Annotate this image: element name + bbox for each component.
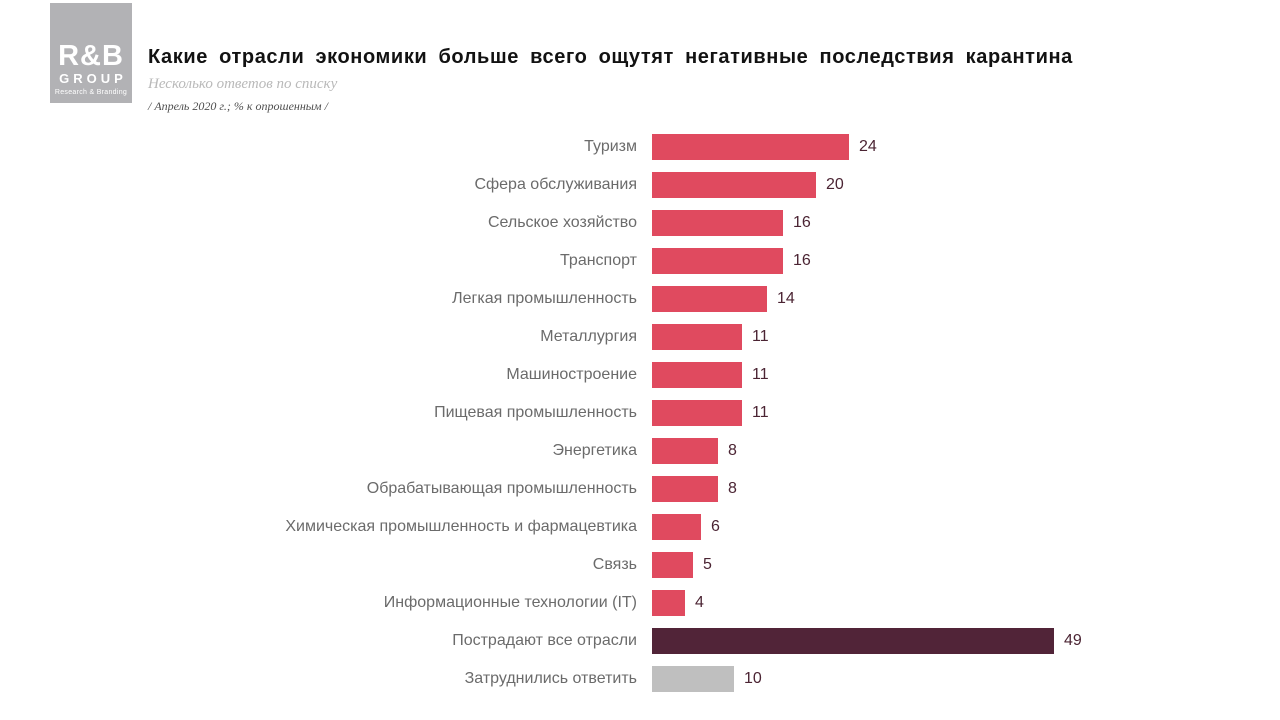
chart-row: Химическая промышленность и фармацевтика… <box>0 508 1280 546</box>
chart-title: Какие отрасли экономики больше всего ощу… <box>148 46 1073 68</box>
bar <box>652 134 849 160</box>
category-label: Туризм <box>584 138 637 155</box>
chart-note: / Апрель 2020 г.; % к опрошенным / <box>148 99 328 113</box>
category-label: Обрабатывающая промышленность <box>366 480 637 497</box>
chart-row: Информационные технологии (IT) 4 <box>0 584 1280 622</box>
bar <box>652 552 693 578</box>
value-label: 11 <box>752 328 769 345</box>
bar <box>652 514 701 540</box>
bar <box>652 324 742 350</box>
chart-row: Связь 5 <box>0 546 1280 584</box>
value-label: 11 <box>752 404 769 421</box>
chart-row: Обрабатывающая промышленность 8 <box>0 470 1280 508</box>
value-label: 5 <box>703 556 712 573</box>
value-label: 14 <box>777 290 795 307</box>
value-label: 4 <box>695 594 704 611</box>
value-label: 8 <box>728 480 737 497</box>
category-label: Легкая промышленность <box>452 290 637 307</box>
value-label: 49 <box>1064 632 1082 649</box>
chart-row: Пищевая промышленность 11 <box>0 394 1280 432</box>
bar <box>652 628 1054 654</box>
value-label: 10 <box>744 670 762 687</box>
bar <box>652 362 742 388</box>
value-label: 20 <box>826 176 844 193</box>
value-label: 11 <box>752 366 769 383</box>
category-label: Химическая промышленность и фармацевтика <box>285 518 637 535</box>
value-label: 8 <box>728 442 737 459</box>
bar <box>652 172 816 198</box>
chart-row: Легкая промышленность 14 <box>0 280 1280 318</box>
bar <box>652 400 742 426</box>
category-label: Сельское хозяйство <box>487 214 637 231</box>
bar <box>652 210 783 236</box>
bar <box>652 286 767 312</box>
chart-row: Сфера обслуживания 20 <box>0 166 1280 204</box>
chart-row: Энергетика 8 <box>0 432 1280 470</box>
category-label: Информационные технологии (IT) <box>383 594 637 611</box>
bar <box>652 438 718 464</box>
logo-name: R&B <box>58 40 124 73</box>
chart-row: Машиностроение 11 <box>0 356 1280 394</box>
bar <box>652 248 783 274</box>
logo-group-label: GROUP <box>59 71 127 86</box>
logo-tagline: Research & Branding <box>54 89 128 96</box>
chart-row: Туризм 24 <box>0 128 1280 166</box>
category-label: Металлургия <box>540 328 637 345</box>
category-label: Энергетика <box>552 442 638 459</box>
value-label: 6 <box>711 518 720 535</box>
rb-group-logo: R&B GROUP Research & Branding <box>50 3 132 103</box>
value-label: 16 <box>793 252 811 269</box>
chart-rows: Туризм 24 Сфера обслуживания 20 Сельское хоз… <box>0 128 1280 698</box>
chart-row: Металлургия 11 <box>0 318 1280 356</box>
category-label: Пострадают все отрасли <box>452 632 637 649</box>
chart-row: Затруднились ответить 10 <box>0 660 1280 698</box>
bar <box>652 590 685 616</box>
category-label: Связь <box>592 556 637 573</box>
category-label: Пищевая промышленность <box>434 404 637 421</box>
category-label: Машиностроение <box>506 366 637 383</box>
chart-header: Какие отрасли экономики больше всего ощу… <box>148 46 1228 114</box>
value-label: 24 <box>859 138 877 155</box>
chart-row: Сельское хозяйство 16 <box>0 204 1280 242</box>
bar <box>652 476 718 502</box>
chart-subtitle: Несколько ответов по списку <box>148 76 338 92</box>
category-label: Транспорт <box>560 252 637 269</box>
value-label: 16 <box>793 214 811 231</box>
chart-row: Пострадают все отрасли 49 <box>0 622 1280 660</box>
chart-row: Транспорт 16 <box>0 242 1280 280</box>
bar <box>652 666 734 692</box>
bar-chart: Туризм 24 Сфера обслуживания 20 Сельское хоз… <box>0 128 1280 698</box>
category-label: Затруднились ответить <box>464 670 637 687</box>
category-label: Сфера обслуживания <box>474 176 637 193</box>
